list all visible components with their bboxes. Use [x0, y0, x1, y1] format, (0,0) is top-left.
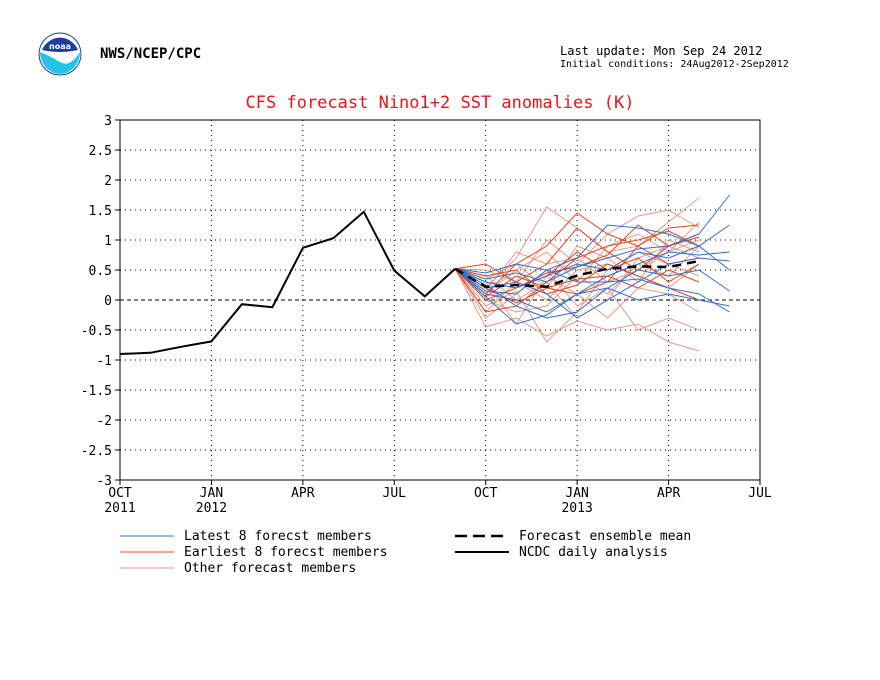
- series-earliest-member: [454, 268, 700, 298]
- x-tick-label: JAN: [565, 486, 588, 501]
- y-tick-label: -1: [96, 354, 112, 369]
- legend-label-analysis: NCDC daily analysis: [519, 545, 668, 560]
- series-other-member: [454, 268, 700, 352]
- agency-label: NWS/NCEP/CPC: [100, 46, 202, 62]
- y-tick-label: -0.5: [81, 324, 112, 339]
- initial-conditions-label: Initial conditions: 24Aug2012-2Sep2012: [560, 59, 789, 70]
- legend-label-other: Other forecast members: [184, 561, 356, 576]
- plot-frame: [119, 119, 761, 481]
- x-tick-label: JUL: [383, 486, 407, 501]
- series-latest-member: [455, 224, 730, 274]
- series-latest-member: [454, 268, 730, 319]
- legend-label-earliest: Earliest 8 forecst members: [184, 545, 388, 560]
- y-tick-label: 1.5: [89, 204, 112, 219]
- x-tick-year: 2012: [196, 501, 227, 516]
- y-tick-label: 2.5: [89, 144, 112, 159]
- noaa-logo-icon: noaa: [38, 32, 82, 76]
- legend-label-latest: Latest 8 forecst members: [184, 529, 372, 544]
- series-earliest-member: [455, 263, 700, 301]
- x-tick-year: 2013: [561, 501, 592, 516]
- chart-title: CFS forecast Nino1+2 SST anomalies (K): [246, 93, 635, 113]
- series-latest-member: [455, 194, 730, 283]
- logo-text: noaa: [49, 42, 71, 51]
- y-tick-label: -2: [96, 414, 112, 429]
- last-update-label: Last update: Mon Sep 24 2012: [560, 44, 763, 58]
- series-ensemble-mean: [454, 259, 700, 289]
- noaa-logo: noaa: [36, 28, 84, 80]
- x-tick-label: JAN: [200, 486, 223, 501]
- series-latest-member: [454, 268, 730, 313]
- legend-label-mean: Forecast ensemble mean: [519, 529, 691, 544]
- y-tick-label: 3: [104, 114, 112, 129]
- y-tick-label: -3: [96, 474, 112, 489]
- series-latest-member: [454, 268, 730, 325]
- x-tick-label: JUL: [748, 486, 772, 501]
- y-tick-label: 0: [104, 294, 112, 309]
- x-tick-label: APR: [291, 486, 315, 501]
- y-tick-label: -1.5: [81, 384, 112, 399]
- y-tick-label: 2: [104, 174, 112, 189]
- x-tick-label: OCT: [108, 486, 132, 501]
- series-latest-member: [454, 251, 730, 313]
- y-tick-label: 0.5: [89, 264, 112, 279]
- x-tick-label: OCT: [474, 486, 498, 501]
- y-tick-label: -2.5: [81, 444, 112, 459]
- y-tick-label: 1: [104, 234, 112, 249]
- series-ncdc-analysis: [119, 210, 456, 355]
- x-tick-label: APR: [657, 486, 681, 501]
- x-tick-year: 2011: [104, 501, 135, 516]
